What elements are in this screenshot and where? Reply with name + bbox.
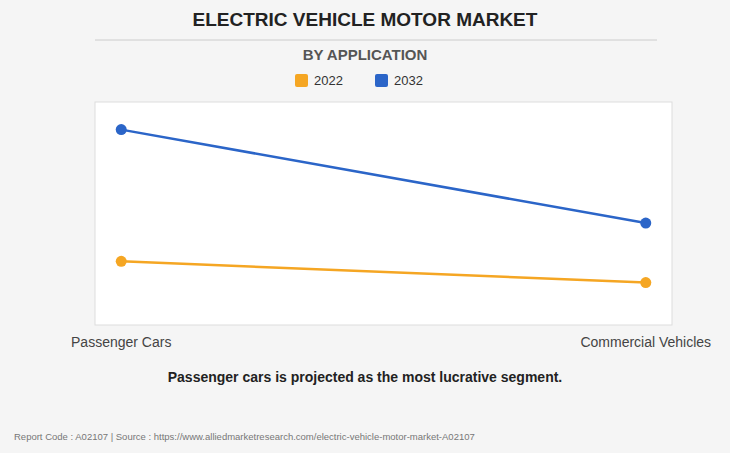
legend-label: 2032 — [394, 73, 423, 88]
series-point — [640, 218, 651, 229]
background — [0, 0, 730, 453]
series-point — [640, 277, 651, 288]
footnote: Passenger cars is projected as the most … — [168, 369, 563, 385]
x-tick-label: Passenger Cars — [71, 334, 171, 350]
legend: 2022 2032 — [295, 73, 423, 88]
separator — [95, 40, 657, 41]
title: ELECTRIC VEHICLE MOTOR MARKET — [193, 9, 538, 30]
legend-label: 2022 — [314, 73, 343, 88]
series-point — [116, 256, 127, 267]
subtitle: BY APPLICATION — [303, 46, 428, 63]
plot-area — [95, 102, 672, 325]
x-tick-label: Commercial Vehicles — [580, 334, 711, 350]
series-line — [121, 261, 646, 282]
legend-swatch — [375, 74, 388, 87]
x-axis: Passenger Cars Commercial Vehicles — [71, 334, 711, 350]
source: Report Code : A02107 | Source : https://… — [14, 431, 475, 442]
legend-swatch — [295, 74, 308, 87]
series-group — [116, 124, 652, 288]
chart: ELECTRIC VEHICLE MOTOR MARKET BY APPLICAT… — [0, 0, 730, 453]
series-line — [121, 130, 646, 223]
series-point — [116, 124, 127, 135]
chart-container: ELECTRIC VEHICLE MOTOR MARKET BY APPLICAT… — [0, 0, 730, 453]
